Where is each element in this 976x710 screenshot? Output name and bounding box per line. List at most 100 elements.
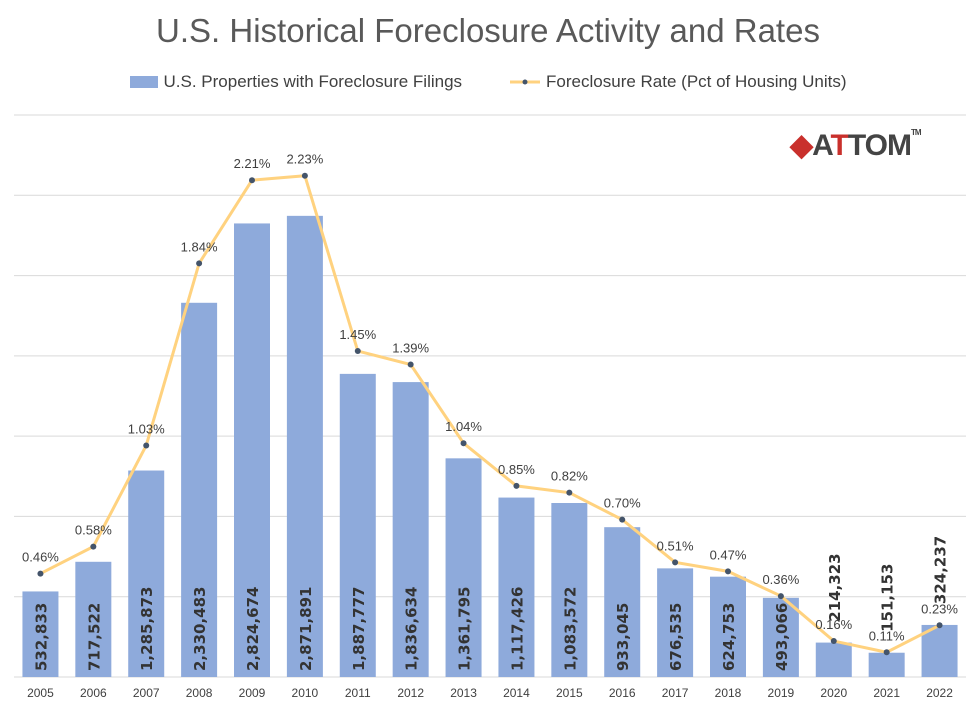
attom-logo: ◆ATTOMTM (790, 128, 921, 162)
x-tick-label: 2008 (186, 686, 213, 700)
x-tick-label: 2021 (873, 686, 900, 700)
bar (710, 576, 746, 677)
rate-point (301, 172, 308, 179)
rate-value-label: 0.11% (869, 628, 905, 643)
legend-swatch-line (510, 79, 541, 85)
x-tick-label: 2006 (80, 686, 107, 700)
x-tick-label: 2011 (345, 686, 371, 700)
x-tick-label: 2016 (609, 686, 636, 700)
rate-value-label: 1.84% (181, 239, 218, 254)
bar-value-label: 2,824,674 (244, 587, 262, 671)
bar (286, 215, 323, 677)
rate-value-label: 2.23% (286, 152, 323, 167)
bar-value-label: 1,836,634 (403, 587, 421, 671)
bar (921, 624, 958, 677)
rate-point (777, 593, 784, 600)
rate-point (460, 440, 467, 447)
x-tick-label: 2013 (450, 686, 477, 700)
bar (815, 642, 852, 677)
x-tick-label: 2019 (768, 686, 795, 700)
bar-value-label: 624,753 (720, 603, 738, 671)
bar-value-label: 1,083,572 (561, 587, 579, 671)
x-tick-label: 2014 (503, 686, 530, 700)
rate-point (883, 649, 890, 656)
rate-value-label: 0.16% (815, 617, 852, 632)
rate-value-label: 0.51% (657, 538, 694, 553)
rate-point (407, 361, 414, 368)
rate-value-label: 0.23% (921, 601, 958, 616)
rate-point (619, 516, 626, 523)
x-tick-label: 2022 (926, 686, 953, 700)
bar-value-label: 324,237 (932, 536, 950, 604)
bar-value-label: 933,045 (614, 603, 632, 671)
bar-value-label: 2,871,891 (297, 587, 315, 671)
bar-value-label: 151,153 (879, 564, 897, 632)
bar (75, 561, 112, 677)
rate-point (725, 568, 731, 575)
bar (22, 591, 59, 677)
x-tick-label: 2020 (820, 686, 847, 700)
bar-value-label: 1,361,795 (456, 587, 474, 671)
bar (181, 302, 218, 677)
bar (868, 652, 905, 677)
bar (498, 497, 535, 677)
bar (762, 597, 799, 677)
rate-point (354, 348, 361, 355)
chart-title: U.S. Historical Foreclosure Activity and… (156, 12, 820, 49)
x-tick-label: 2015 (556, 686, 583, 700)
rate-value-label: 1.04% (445, 419, 482, 434)
rate-value-label: 0.46% (22, 550, 59, 565)
rate-point (513, 482, 520, 489)
legend-label: U.S. Properties with Foreclosure Filings (163, 72, 463, 91)
legend-item-filings: U.S. Properties with Foreclosure Filings (129, 72, 463, 92)
rate-line (39, 174, 941, 654)
bar (657, 568, 694, 677)
rate-value-label: 0.47% (710, 547, 747, 562)
bar-value-label: 493,066 (773, 603, 791, 671)
rate-value-label: 0.70% (604, 496, 641, 511)
bar-value-label: 532,833 (32, 603, 50, 671)
x-tick-label: 2005 (27, 686, 54, 700)
rate-value-label: 0.82% (551, 469, 588, 484)
rate-point (830, 638, 837, 645)
rate-point (196, 260, 203, 267)
rate-point (249, 177, 255, 184)
bar-value-label: 214,323 (826, 553, 844, 621)
bar (445, 458, 482, 677)
bar-value-label: 676,535 (667, 603, 685, 671)
bar (128, 470, 165, 677)
bar (604, 527, 641, 677)
bar-value-label: 2,330,483 (191, 587, 209, 671)
rate-value-label: 1.45% (339, 327, 376, 342)
rate-point (143, 442, 150, 449)
x-tick-label: 2007 (133, 686, 160, 700)
rate-point (37, 570, 44, 577)
bar-value-label: 1,117,426 (508, 587, 526, 671)
bar-value-label: 1,887,777 (350, 587, 368, 671)
bar (339, 373, 376, 677)
rate-value-label: 2.21% (234, 156, 271, 171)
legend-label: Foreclosure Rate (Pct of Housing Units) (546, 72, 847, 91)
x-tick-label: 2009 (239, 686, 266, 700)
legend-item-rate: Foreclosure Rate (Pct of Housing Units) (510, 72, 847, 92)
x-tick-label: 2012 (397, 686, 424, 700)
rate-value-label: 1.39% (392, 341, 429, 356)
bar (551, 503, 588, 677)
x-tick-label: 2017 (662, 686, 689, 700)
rate-value-label: 1.03% (128, 421, 165, 436)
legend: U.S. Properties with Foreclosure Filings… (0, 72, 976, 92)
rate-point (90, 543, 97, 550)
bar-value-label: 717,522 (85, 603, 103, 671)
rate-point (672, 559, 679, 566)
rate-point (566, 489, 573, 496)
x-tick-label: 2010 (292, 686, 319, 700)
rate-value-label: 0.85% (498, 462, 535, 477)
bar (392, 382, 429, 677)
bar (234, 223, 270, 678)
bar-value-label: 1,285,873 (138, 587, 156, 671)
legend-swatch-bar (129, 76, 158, 88)
x-tick-label: 2018 (715, 686, 742, 700)
rate-point (936, 622, 943, 629)
rate-value-label: 0.58% (75, 523, 112, 538)
